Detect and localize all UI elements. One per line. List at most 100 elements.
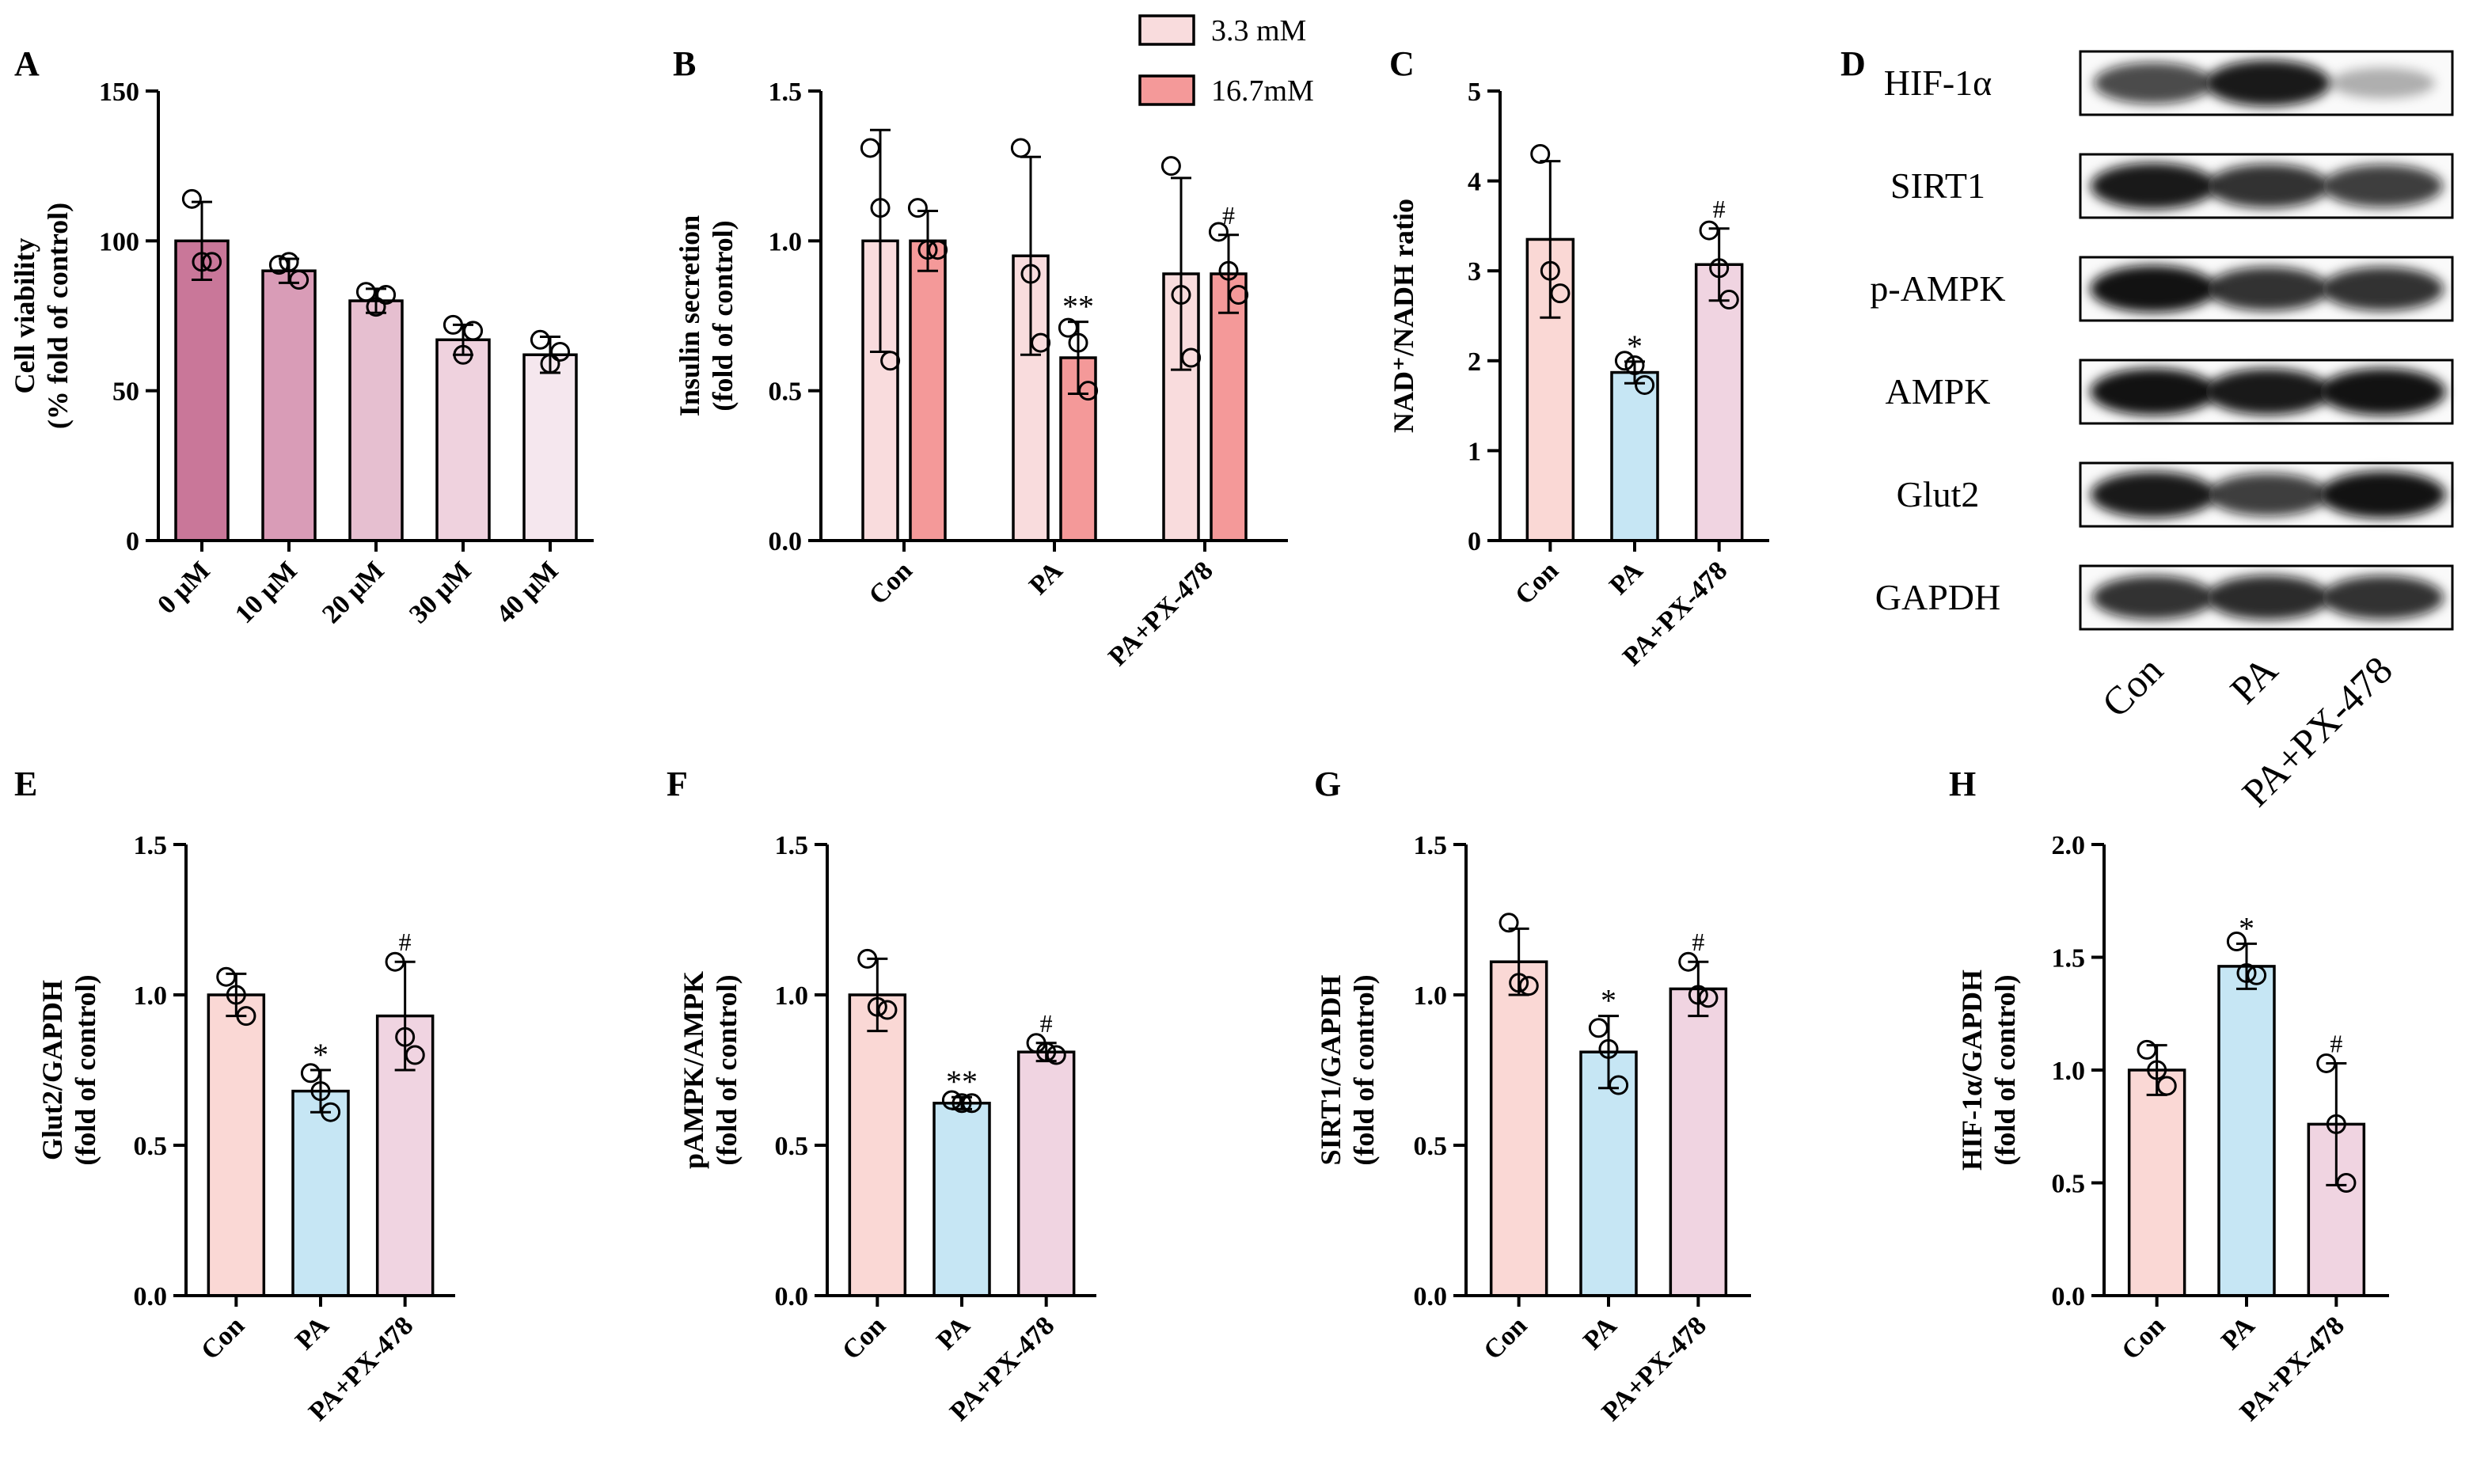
y-axis-label: (fold of control) (1989, 974, 2021, 1165)
data-point (1171, 284, 1191, 305)
panel-label: C (1389, 44, 1415, 83)
x-tick-label: 40 μM (491, 556, 564, 629)
data-point (1208, 222, 1229, 242)
data-point (1540, 260, 1560, 281)
bar (1016, 1050, 1076, 1297)
blot-row-label: Glut2 (1897, 474, 1980, 514)
data-point (907, 198, 928, 218)
panel-label: D (1840, 44, 1866, 83)
x-tick-label: 0 μM (152, 556, 216, 620)
data-point (1020, 264, 1041, 284)
blot-band (2206, 575, 2330, 621)
x-tick-label: Con (2116, 1311, 2171, 1365)
blot-column-label: PA (2221, 647, 2286, 712)
bar (848, 993, 907, 1297)
y-axis-label: NAD⁺/NADH ratio (1388, 199, 1419, 433)
x-tick-label: Con (1510, 556, 1564, 610)
data-point (289, 270, 310, 290)
x-tick-label: Con (196, 1311, 250, 1365)
data-point (2247, 965, 2267, 985)
bar (207, 993, 266, 1297)
data-point (1160, 156, 1181, 176)
significance-mark: ** (946, 1064, 978, 1099)
blot-band (2090, 265, 2216, 313)
data-point (962, 1093, 982, 1114)
y-tick-label: 4 (1468, 168, 1481, 197)
data-point (395, 1027, 416, 1047)
y-tick-label: 0.5 (2052, 1170, 2086, 1199)
y-tick-label: 1.0 (769, 227, 803, 256)
data-point (463, 321, 484, 341)
blot-band (2207, 164, 2329, 208)
data-point (2137, 1039, 2157, 1060)
data-point (1498, 913, 1519, 933)
y-tick-label: 1.5 (1414, 831, 1448, 860)
data-point (917, 240, 938, 260)
bar (2217, 965, 2276, 1297)
y-tick-label: 0.0 (134, 1282, 168, 1311)
data-point (530, 329, 550, 350)
legend-label: 3.3 mM (1211, 14, 1306, 47)
data-point (928, 240, 948, 260)
data-point (385, 951, 405, 972)
y-tick-label: 150 (99, 78, 139, 107)
chart-b: B ** #0.0 0.5 1.0 1.5 Con PA PA+PX-478 Insulin se… (673, 44, 1288, 672)
legend-swatch (1138, 74, 1195, 106)
data-point (1598, 1038, 1619, 1059)
x-tick-label: PA (1604, 556, 1649, 601)
panel-label: H (1949, 765, 1976, 803)
data-point (1046, 1045, 1066, 1065)
blot-band (2091, 471, 2216, 518)
x-tick-label: PA (1578, 1311, 1623, 1356)
panel-label: F (667, 765, 688, 803)
panel-label: A (14, 44, 40, 83)
data-point (880, 351, 901, 371)
data-point (202, 252, 222, 272)
data-point (1688, 985, 1708, 1005)
data-point (355, 282, 376, 302)
bar (174, 239, 230, 542)
data-point (192, 252, 212, 272)
y-tick-label: 1.5 (2052, 944, 2086, 974)
y-tick-label: 0.5 (134, 1132, 168, 1161)
data-point (1635, 374, 1655, 395)
blot-band (2205, 368, 2330, 416)
data-point (268, 255, 289, 275)
y-tick-label: 1.0 (134, 981, 168, 1011)
data-point (1699, 220, 1719, 241)
bar (1579, 1050, 1638, 1297)
panel-label: B (673, 44, 696, 83)
bar (522, 353, 578, 542)
bar (1489, 960, 1548, 1297)
significance-mark: * (313, 1037, 329, 1072)
y-axis-label: SIRT1/GAPDH (1315, 975, 1347, 1166)
blot-row-label: GAPDH (1875, 577, 2000, 617)
blot-row-label: AMPK (1886, 371, 1991, 412)
y-tick-label: 0 (1468, 527, 1481, 556)
blot-row-label: SIRT1 (1890, 165, 1985, 206)
y-tick-label: 1.5 (134, 831, 168, 860)
bar (909, 239, 947, 542)
data-point (181, 188, 202, 209)
y-tick-label: 1.5 (775, 831, 809, 860)
data-point (877, 1000, 898, 1020)
x-tick-label: PA (931, 1311, 976, 1356)
x-tick-label: Con (837, 1311, 891, 1365)
blot-band (2205, 59, 2330, 107)
blot-band (2092, 575, 2214, 620)
bar (1210, 272, 1248, 542)
data-point (1624, 355, 1645, 375)
blot-band (2330, 67, 2435, 99)
y-tick-label: 1.0 (1414, 981, 1448, 1011)
data-point (1229, 284, 1249, 305)
bar (348, 299, 404, 542)
y-axis-label: (fold of control) (707, 220, 739, 411)
data-point (550, 341, 571, 362)
data-point (1181, 347, 1202, 368)
data-point (1518, 976, 1539, 996)
